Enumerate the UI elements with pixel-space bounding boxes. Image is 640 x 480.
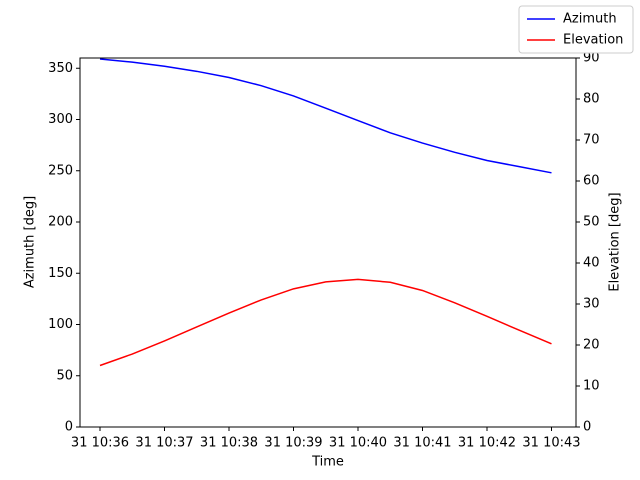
y2-tick-label: 0	[583, 420, 591, 435]
y-axis-label: Azimuth [deg]	[23, 196, 38, 288]
y-tick-label: 0	[65, 420, 73, 435]
y2-tick-label: 90	[583, 51, 600, 66]
y-tick-label: 50	[56, 368, 73, 383]
y-tick-label: 100	[48, 317, 73, 332]
y2-tick-label: 20	[583, 338, 600, 353]
y2-tick-label: 30	[583, 297, 600, 312]
y2-tick-label: 40	[583, 256, 600, 271]
x-tick-label: 31 10:43	[522, 436, 580, 451]
y-tick-label: 150	[48, 266, 73, 281]
x-tick-label: 31 10:42	[458, 436, 516, 451]
legend-box	[518, 5, 634, 54]
x-tick-label: 31 10:40	[329, 436, 387, 451]
legend-label: Elevation	[563, 33, 623, 48]
data-line	[99, 278, 552, 367]
y-tick-label: 250	[48, 163, 73, 178]
plot-frame	[79, 57, 577, 428]
x-tick-label: 31 10:36	[71, 436, 129, 451]
y2-tick-label: 60	[583, 174, 600, 189]
legend-label: Azimuth	[563, 12, 617, 27]
y2-tick-label: 50	[583, 215, 600, 230]
y2-axis-label: Elevation [deg]	[608, 192, 623, 291]
data-line	[99, 58, 552, 174]
x-tick-label: 31 10:37	[135, 436, 193, 451]
x-tick-label: 31 10:41	[393, 436, 451, 451]
x-tick-label: 31 10:38	[200, 436, 258, 451]
y-tick-label: 350	[48, 61, 73, 76]
x-tick-label: 31 10:39	[264, 436, 322, 451]
y-tick-label: 300	[48, 112, 73, 127]
x-axis-label: Time	[311, 455, 344, 470]
y2-tick-label: 70	[583, 133, 600, 148]
y-tick-label: 200	[48, 215, 73, 230]
y2-tick-label: 10	[583, 379, 600, 394]
y2-tick-label: 80	[583, 92, 600, 107]
